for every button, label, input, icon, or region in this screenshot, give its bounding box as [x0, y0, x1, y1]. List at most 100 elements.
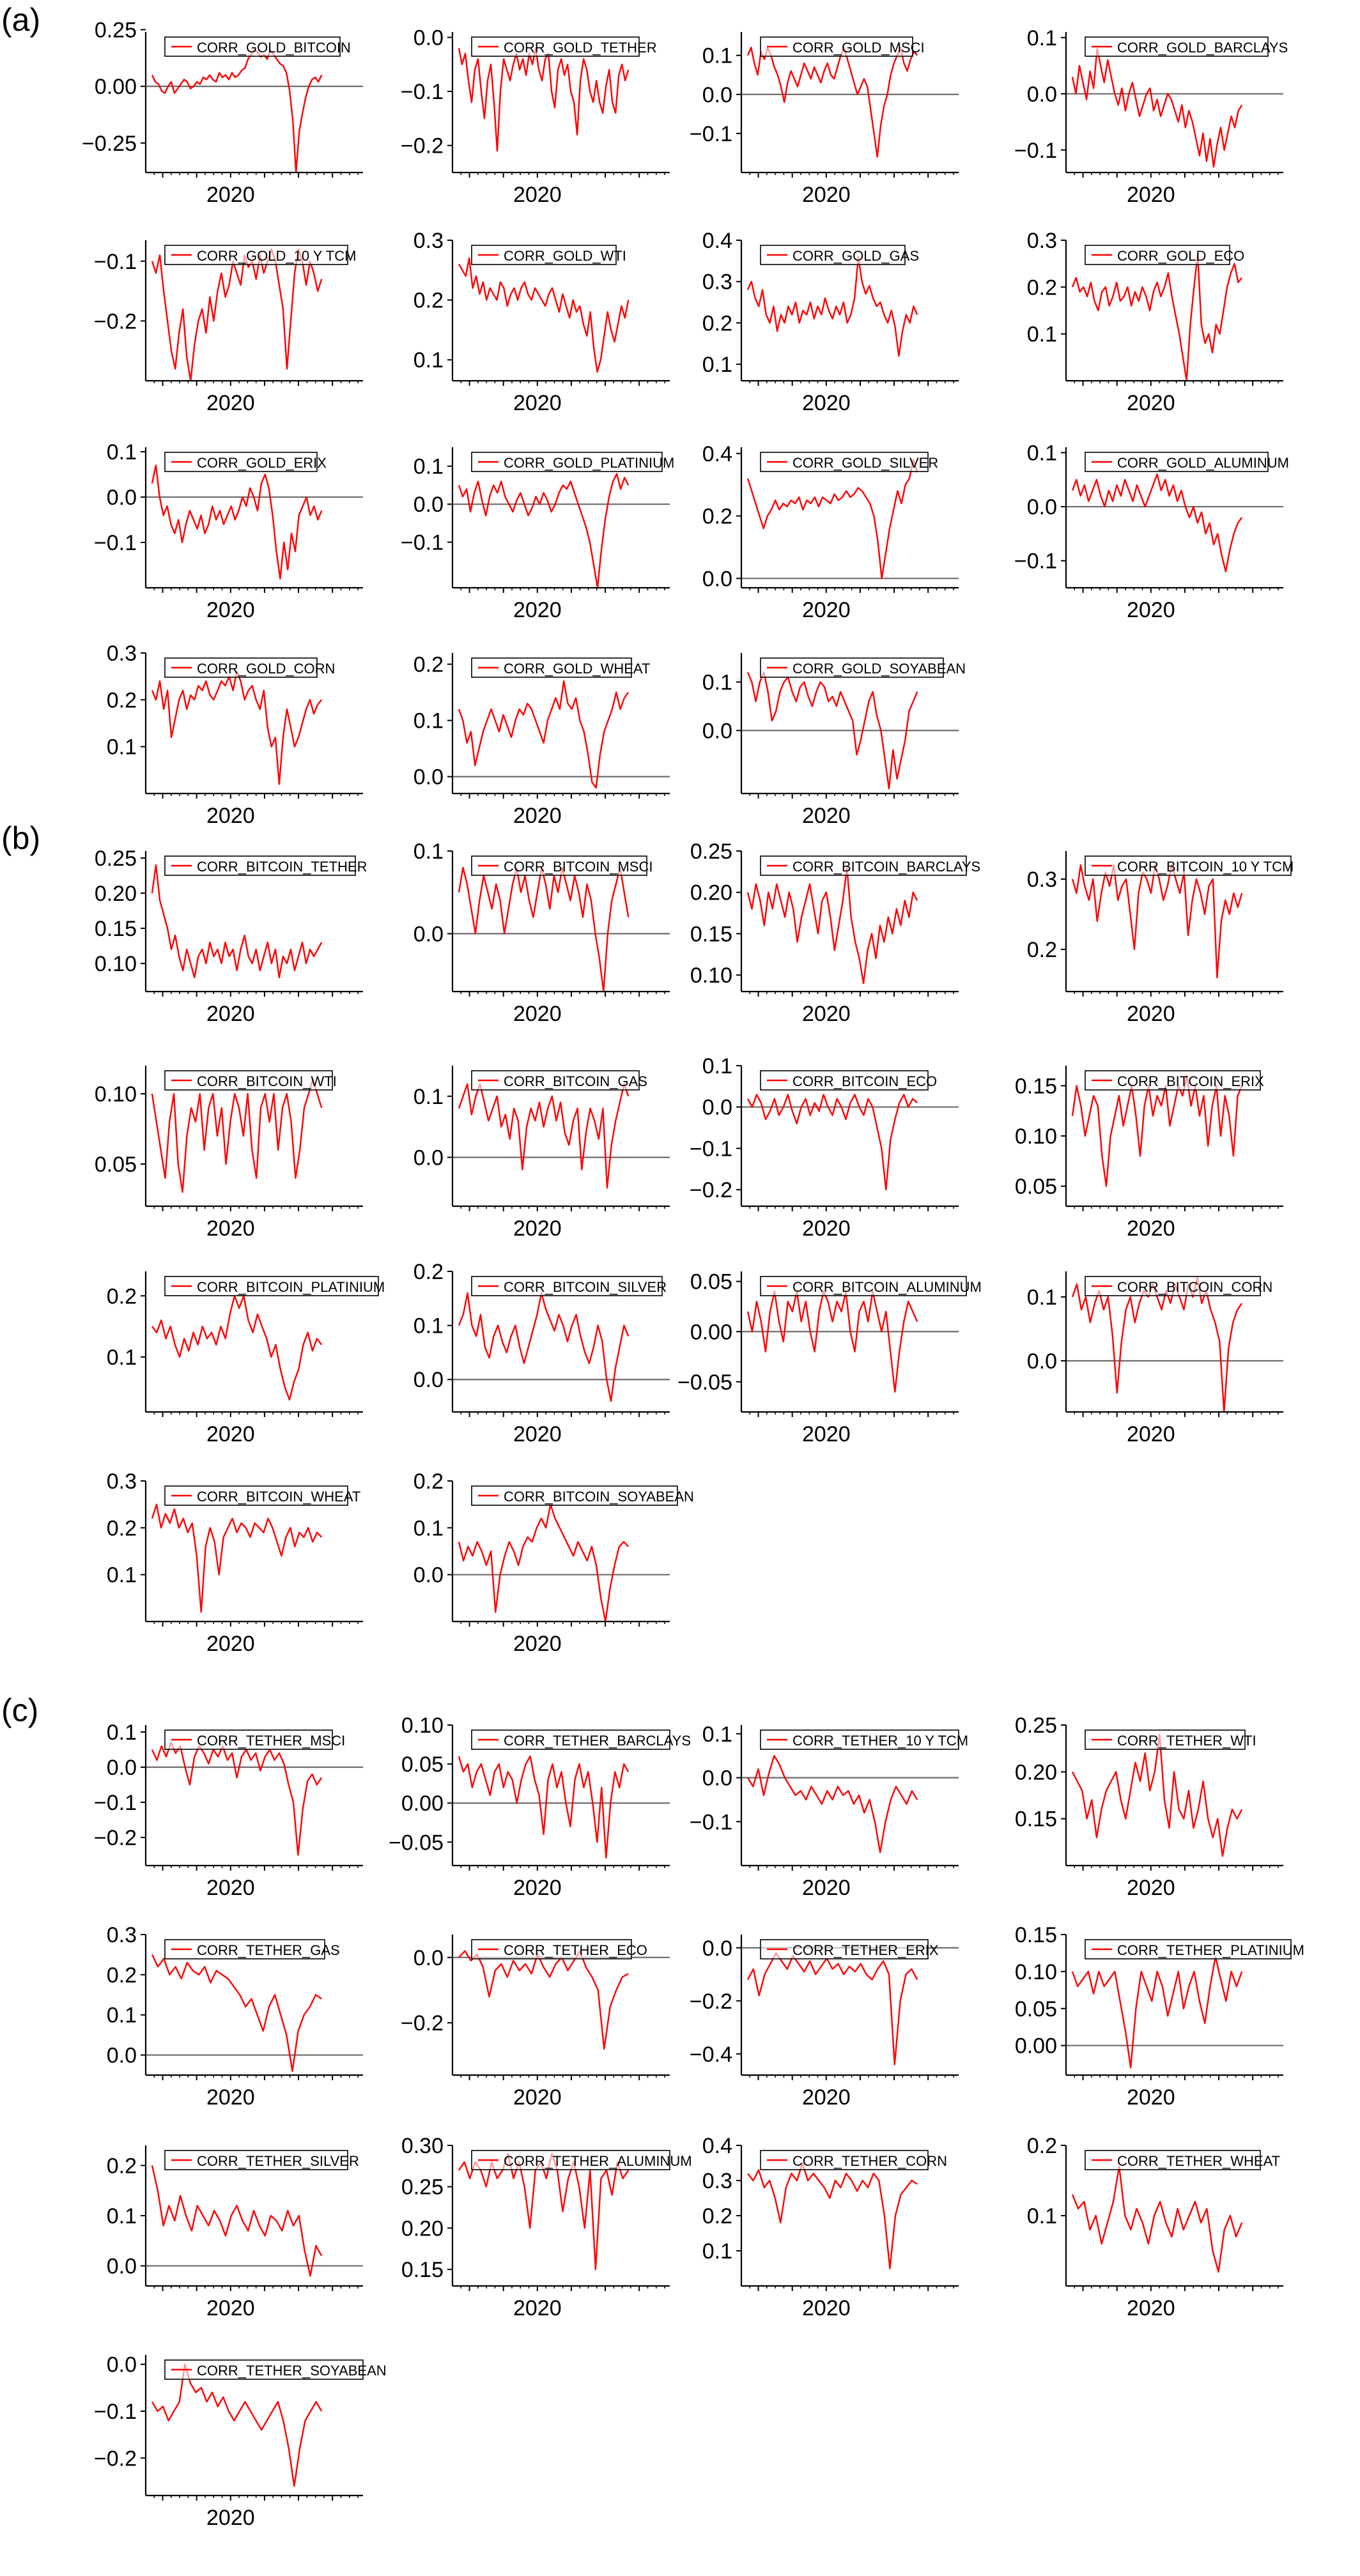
- series-line: [151, 464, 323, 580]
- x-axis-label: 2020: [802, 2085, 851, 2110]
- y-tick-label: 0.0: [1027, 82, 1057, 107]
- legend: CORR_TETHER_PLATINIUM: [1085, 1939, 1304, 1959]
- series-line: [1071, 2165, 1243, 2273]
- x-axis-label: 2020: [513, 1876, 562, 1900]
- legend: CORR_TETHER_CORN: [760, 2150, 947, 2170]
- legend-box: [471, 2150, 670, 2170]
- y-tick-label: 0.1: [702, 2239, 732, 2264]
- legend-label: CORR_BITCOIN_GAS: [504, 1073, 647, 1089]
- legend: CORR_BITCOIN_ERIX: [1085, 1070, 1264, 1091]
- y-tick-label: 0.1: [413, 348, 444, 372]
- y-tick-label: 0.2: [413, 653, 444, 677]
- legend-box: [1085, 1070, 1261, 1091]
- y-tick-label: 0.10: [95, 952, 137, 976]
- y-tick-label: 0.0: [702, 567, 732, 591]
- series-line: [746, 459, 918, 579]
- subplot-corr-tether-barclays: −0.05 0.00 0.05 0.10 2020 CORR_TETHER_BARCLAY…: [389, 1713, 691, 1900]
- legend-box: [760, 1070, 929, 1091]
- legend-label: CORR_GOLD_10 Y TCM: [197, 248, 356, 264]
- y-tick-label: 0.2: [107, 1963, 137, 1988]
- y-tick-label: 0.1: [702, 353, 732, 377]
- y-tick-label: 0.0: [702, 719, 732, 743]
- legend-box: [1085, 1939, 1292, 1959]
- y-tick-label: 0.3: [107, 1469, 137, 1494]
- y-tick-label: −0.2: [94, 1826, 137, 1850]
- y-tick-label: 0.1: [413, 455, 444, 479]
- subplot-corr-bitcoin-erix: 0.05 0.10 0.15 2020 CORR_BITCOIN_ERIX: [1015, 1066, 1283, 1241]
- subplot-corr-tether-wheat: 0.1 0.2 2020 CORR_TETHER_WHEAT: [1027, 2134, 1283, 2320]
- subplot-corr-gold-platinium: −0.1 0.0 0.1 2020 CORR_GOLD_PLATINIUM: [401, 447, 674, 622]
- subplot-corr-gold-corn: 0.1 0.2 0.3 2020 CORR_GOLD_CORN: [107, 641, 363, 828]
- y-tick-label: 0.0: [107, 2044, 137, 2068]
- subplot-corr-bitcoin-platinium: 0.1 0.2 2020 CORR_BITCOIN_PLATINIUM: [107, 1271, 385, 1446]
- legend-box: [164, 2359, 364, 2380]
- legend: CORR_GOLD_SILVER: [760, 452, 938, 472]
- legend-box: [1085, 2150, 1261, 2170]
- legend-label: CORR_BITCOIN_ALUMINUM: [792, 1279, 982, 1295]
- y-tick-label: 0.0: [107, 1756, 137, 1780]
- legend-label: CORR_BITCOIN_10 Y TCM: [1117, 859, 1294, 875]
- y-tick-label: 0.1: [107, 735, 137, 760]
- y-tick-label: 0.1: [1027, 2204, 1057, 2228]
- y-tick-label: 0.25: [1015, 1713, 1057, 1738]
- series-line: [1071, 1075, 1243, 1187]
- y-tick-label: 0.20: [690, 881, 732, 905]
- legend-label: CORR_TETHER_SILVER: [197, 2153, 359, 2169]
- y-tick-label: 0.1: [1027, 323, 1057, 347]
- series-line: [151, 864, 323, 979]
- y-tick-label: 0.1: [107, 440, 137, 464]
- y-tick-label: 0.2: [1027, 938, 1057, 962]
- y-tick-label: 0.1: [413, 1085, 444, 1109]
- legend-label: CORR_GOLD_ERIX: [197, 455, 327, 471]
- series-line: [1071, 253, 1243, 382]
- series-line: [458, 47, 630, 152]
- legend-label: CORR_BITCOIN_SOYABEAN: [504, 1489, 694, 1505]
- subplot-corr-tether-eco: −0.2 0.0 2020 CORR_TETHER_ECO: [401, 1935, 670, 2110]
- y-tick-label: 0.15: [690, 922, 732, 946]
- legend-label: CORR_GOLD_WTI: [504, 248, 626, 264]
- y-tick-label: 0.1: [107, 2204, 137, 2228]
- y-tick-label: 0.2: [1027, 275, 1057, 300]
- y-tick-label: −0.2: [690, 1989, 732, 2014]
- legend: CORR_TETHER_SOYABEAN: [164, 2359, 387, 2380]
- legend: CORR_BITCOIN_WHEAT: [164, 1485, 360, 1506]
- legend-label: CORR_BITCOIN_WTI: [197, 1073, 337, 1089]
- y-tick-label: 0.2: [107, 1516, 137, 1540]
- subplot-corr-tether-erix: −0.4 −0.2 0.0 2020 CORR_TETHER_ERIX: [690, 1935, 959, 2110]
- series-line: [1071, 864, 1243, 979]
- y-tick-label: 0.00: [690, 1320, 732, 1344]
- y-tick-label: 0.0: [107, 486, 137, 510]
- y-tick-label: 0.2: [107, 2154, 137, 2178]
- y-tick-label: −0.2: [401, 2011, 444, 2035]
- y-tick-label: 0.05: [95, 1153, 137, 1177]
- legend: CORR_GOLD_ERIX: [164, 452, 327, 472]
- y-tick-label: −0.05: [389, 1830, 444, 1855]
- y-tick-label: 0.15: [401, 2258, 444, 2282]
- legend: CORR_GOLD_PLATINIUM: [471, 452, 674, 472]
- series-line: [1071, 1956, 1243, 2069]
- y-tick-label: 0.1: [702, 671, 732, 695]
- y-tick-label: 0.1: [702, 1054, 732, 1078]
- legend: CORR_BITCOIN_TETHER: [164, 855, 367, 876]
- legend: CORR_GOLD_MSCI: [760, 36, 925, 57]
- y-tick-label: 0.05: [1015, 1175, 1057, 1199]
- y-tick-label: 0.25: [690, 839, 732, 864]
- legend-label: CORR_TETHER_ERIX: [792, 1942, 939, 1958]
- legend-label: CORR_TETHER_BARCLAYS: [504, 1733, 691, 1749]
- y-tick-label: 0.00: [95, 75, 137, 99]
- legend: CORR_GOLD_ALUMINUM: [1085, 452, 1289, 472]
- y-tick-label: 0.15: [1015, 1807, 1057, 1832]
- subplot-corr-gold-erix: −0.1 0.0 0.1 2020 CORR_GOLD_ERIX: [94, 440, 363, 622]
- legend: CORR_TETHER_WHEAT: [1085, 2150, 1280, 2170]
- y-tick-label: 0.10: [1015, 1124, 1057, 1149]
- subplot-corr-bitcoin-msci: 0.0 0.1 2020 CORR_BITCOIN_MSCI: [413, 839, 670, 1026]
- legend-box: [760, 657, 944, 678]
- legend: CORR_GOLD_WHEAT: [471, 657, 650, 678]
- legend-box: [471, 452, 663, 472]
- legend-box: [471, 1070, 640, 1091]
- legend-label: CORR_GOLD_BARCLAYS: [1117, 40, 1288, 56]
- series-line: [151, 1078, 323, 1193]
- y-tick-label: 0.1: [1027, 26, 1057, 50]
- y-tick-label: 0.0: [702, 83, 732, 107]
